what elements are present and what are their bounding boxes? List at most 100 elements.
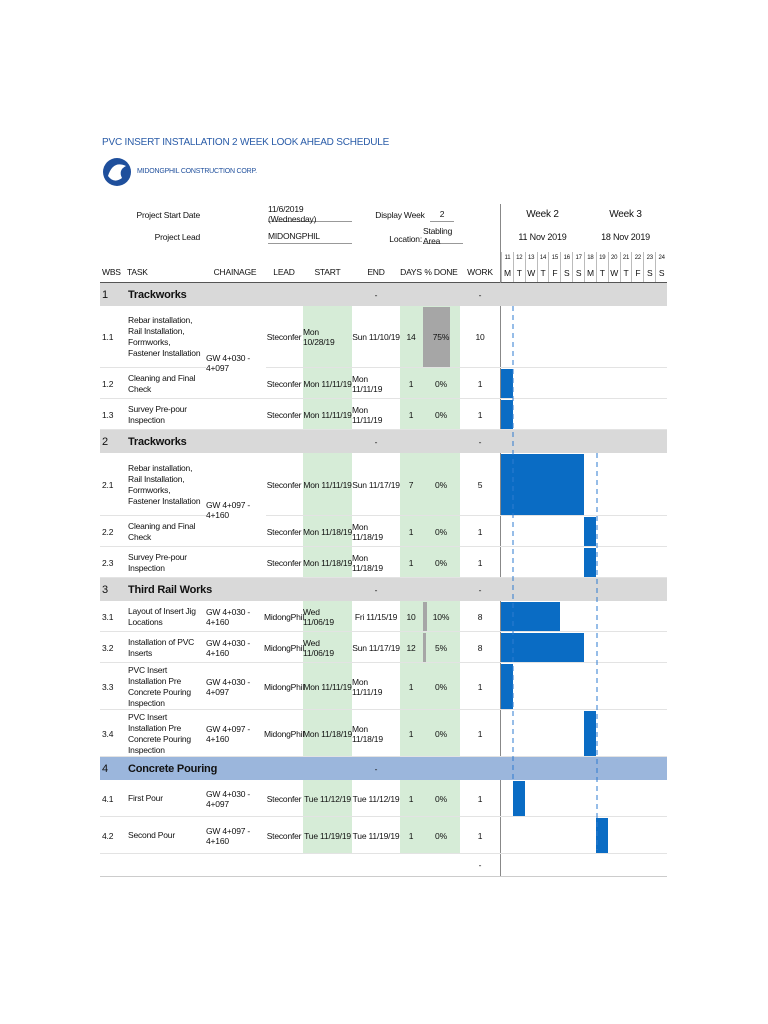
footer-rule	[100, 876, 667, 877]
lead: Steconfer	[266, 830, 302, 841]
day-letter: S	[655, 264, 667, 282]
week-date: 18 Nov 2019	[601, 232, 650, 242]
day-letter: M	[501, 264, 513, 282]
title: PVC INSERT INSTALLATION 2 WEEK LOOK AHEA…	[102, 137, 390, 148]
lead: Steconfer	[266, 526, 302, 537]
end: Mon 11/18/19	[352, 521, 383, 542]
start-cell-bg	[303, 817, 352, 854]
footer-work: -	[478, 860, 482, 870]
days-cell-bg	[400, 368, 460, 399]
task: Layout of Insert Jig Locations	[128, 605, 196, 627]
lead: MidongPhil	[263, 681, 305, 692]
day-letter: T	[536, 264, 549, 282]
days: 12	[406, 642, 416, 653]
work: 1	[477, 830, 483, 841]
lead: MidongPhil	[263, 728, 305, 739]
column-header: WORK	[467, 267, 493, 277]
start: Mon 11/11/19	[303, 409, 352, 420]
day-letter: W	[524, 264, 537, 282]
day-number: 24	[655, 252, 667, 264]
day-letter: S	[643, 264, 655, 282]
section-chainage: GW 4+097 - 4+160	[206, 500, 266, 520]
task: Survey Pre-pour Inspection	[128, 403, 187, 425]
days-cell-bg	[400, 780, 460, 817]
days: 10	[406, 611, 416, 622]
wbs: 1.1	[102, 332, 114, 342]
lead: Steconfer	[266, 479, 302, 490]
days: 7	[408, 479, 414, 490]
wbs: 4.2	[102, 830, 114, 841]
lead: MidongPhil	[263, 611, 305, 622]
value: MIDONGPHIL	[268, 228, 352, 244]
wbs: 2.3	[102, 557, 114, 568]
start: Mon 11/18/19	[303, 557, 352, 568]
section-title: Third Rail Works	[128, 583, 212, 596]
task: First Pour	[128, 793, 163, 803]
wbs: 1.3	[102, 409, 114, 420]
percent-done: 0%	[435, 526, 447, 537]
section-end: -	[374, 584, 378, 595]
gantt-bar	[512, 781, 525, 816]
logo-mark	[108, 164, 126, 181]
gantt-bar	[501, 602, 561, 631]
start: Mon 11/11/19	[303, 378, 352, 389]
start-cell-bg	[303, 632, 352, 663]
end: Mon 11/18/19	[352, 723, 383, 744]
row-rule	[100, 631, 667, 632]
row-rule	[100, 515, 667, 516]
day-letter: M	[584, 264, 596, 282]
work: 1	[477, 557, 483, 568]
section-wbs: 2	[102, 435, 108, 448]
days-cell-bg	[400, 817, 460, 854]
work: 8	[477, 642, 483, 653]
day-number: 20	[607, 252, 620, 264]
chainage: GW 4+030 - 4+160	[206, 637, 251, 658]
column-header: DAYS	[400, 267, 422, 277]
day-letter: S	[560, 264, 572, 282]
value: 2	[430, 206, 454, 222]
day-letter: S	[572, 264, 584, 282]
section-work: -	[478, 584, 482, 595]
value: 11/6/2019 (Wednesday)	[268, 204, 352, 224]
percent-done: 0%	[435, 681, 447, 692]
percent-done: 0%	[435, 479, 447, 490]
task: Second Pour	[128, 830, 175, 840]
percent-done: 10%	[432, 611, 450, 622]
start: Mon 11/11/19	[303, 681, 352, 692]
gantt-bar	[501, 454, 585, 515]
work: 1	[477, 728, 483, 739]
column-header: TASK	[127, 267, 148, 277]
row-rule	[100, 546, 667, 547]
gantt-bar	[501, 369, 513, 398]
day-letter: F	[631, 264, 643, 282]
row-rule	[100, 853, 667, 854]
day-number: 19	[595, 252, 608, 264]
section-band	[100, 578, 667, 601]
chainage: GW 4+030 - 4+160	[206, 606, 251, 627]
chainage: GW 4+097 - 4+160	[206, 723, 251, 744]
task: Survey Pre-pour Inspection	[128, 551, 187, 573]
start: Wed 11/06/19	[303, 637, 334, 658]
section-title: Trackworks	[128, 288, 187, 301]
day-number: 22	[631, 252, 643, 264]
days-cell-bg	[400, 632, 460, 663]
wbs: 2.2	[102, 526, 114, 537]
lead: Steconfer	[266, 557, 302, 568]
start: Mon 10/28/19	[303, 327, 335, 347]
percent-done: 5%	[435, 642, 447, 653]
day-number: 18	[584, 252, 596, 264]
percent-done: 0%	[435, 728, 447, 739]
day-letter: T	[595, 264, 608, 282]
section-title: Concrete Pouring	[128, 762, 218, 775]
column-header: END	[367, 267, 385, 277]
percent-done: 0%	[435, 793, 447, 804]
section-title: Trackworks	[128, 435, 187, 448]
start-cell-bg	[303, 663, 352, 710]
percent-bar	[423, 633, 426, 662]
chainage: GW 4+030 - 4+097	[206, 676, 251, 697]
column-header: CHAINAGE	[213, 267, 257, 277]
column-header: LEAD	[273, 267, 295, 277]
end: Sun 11/17/19	[352, 479, 400, 490]
